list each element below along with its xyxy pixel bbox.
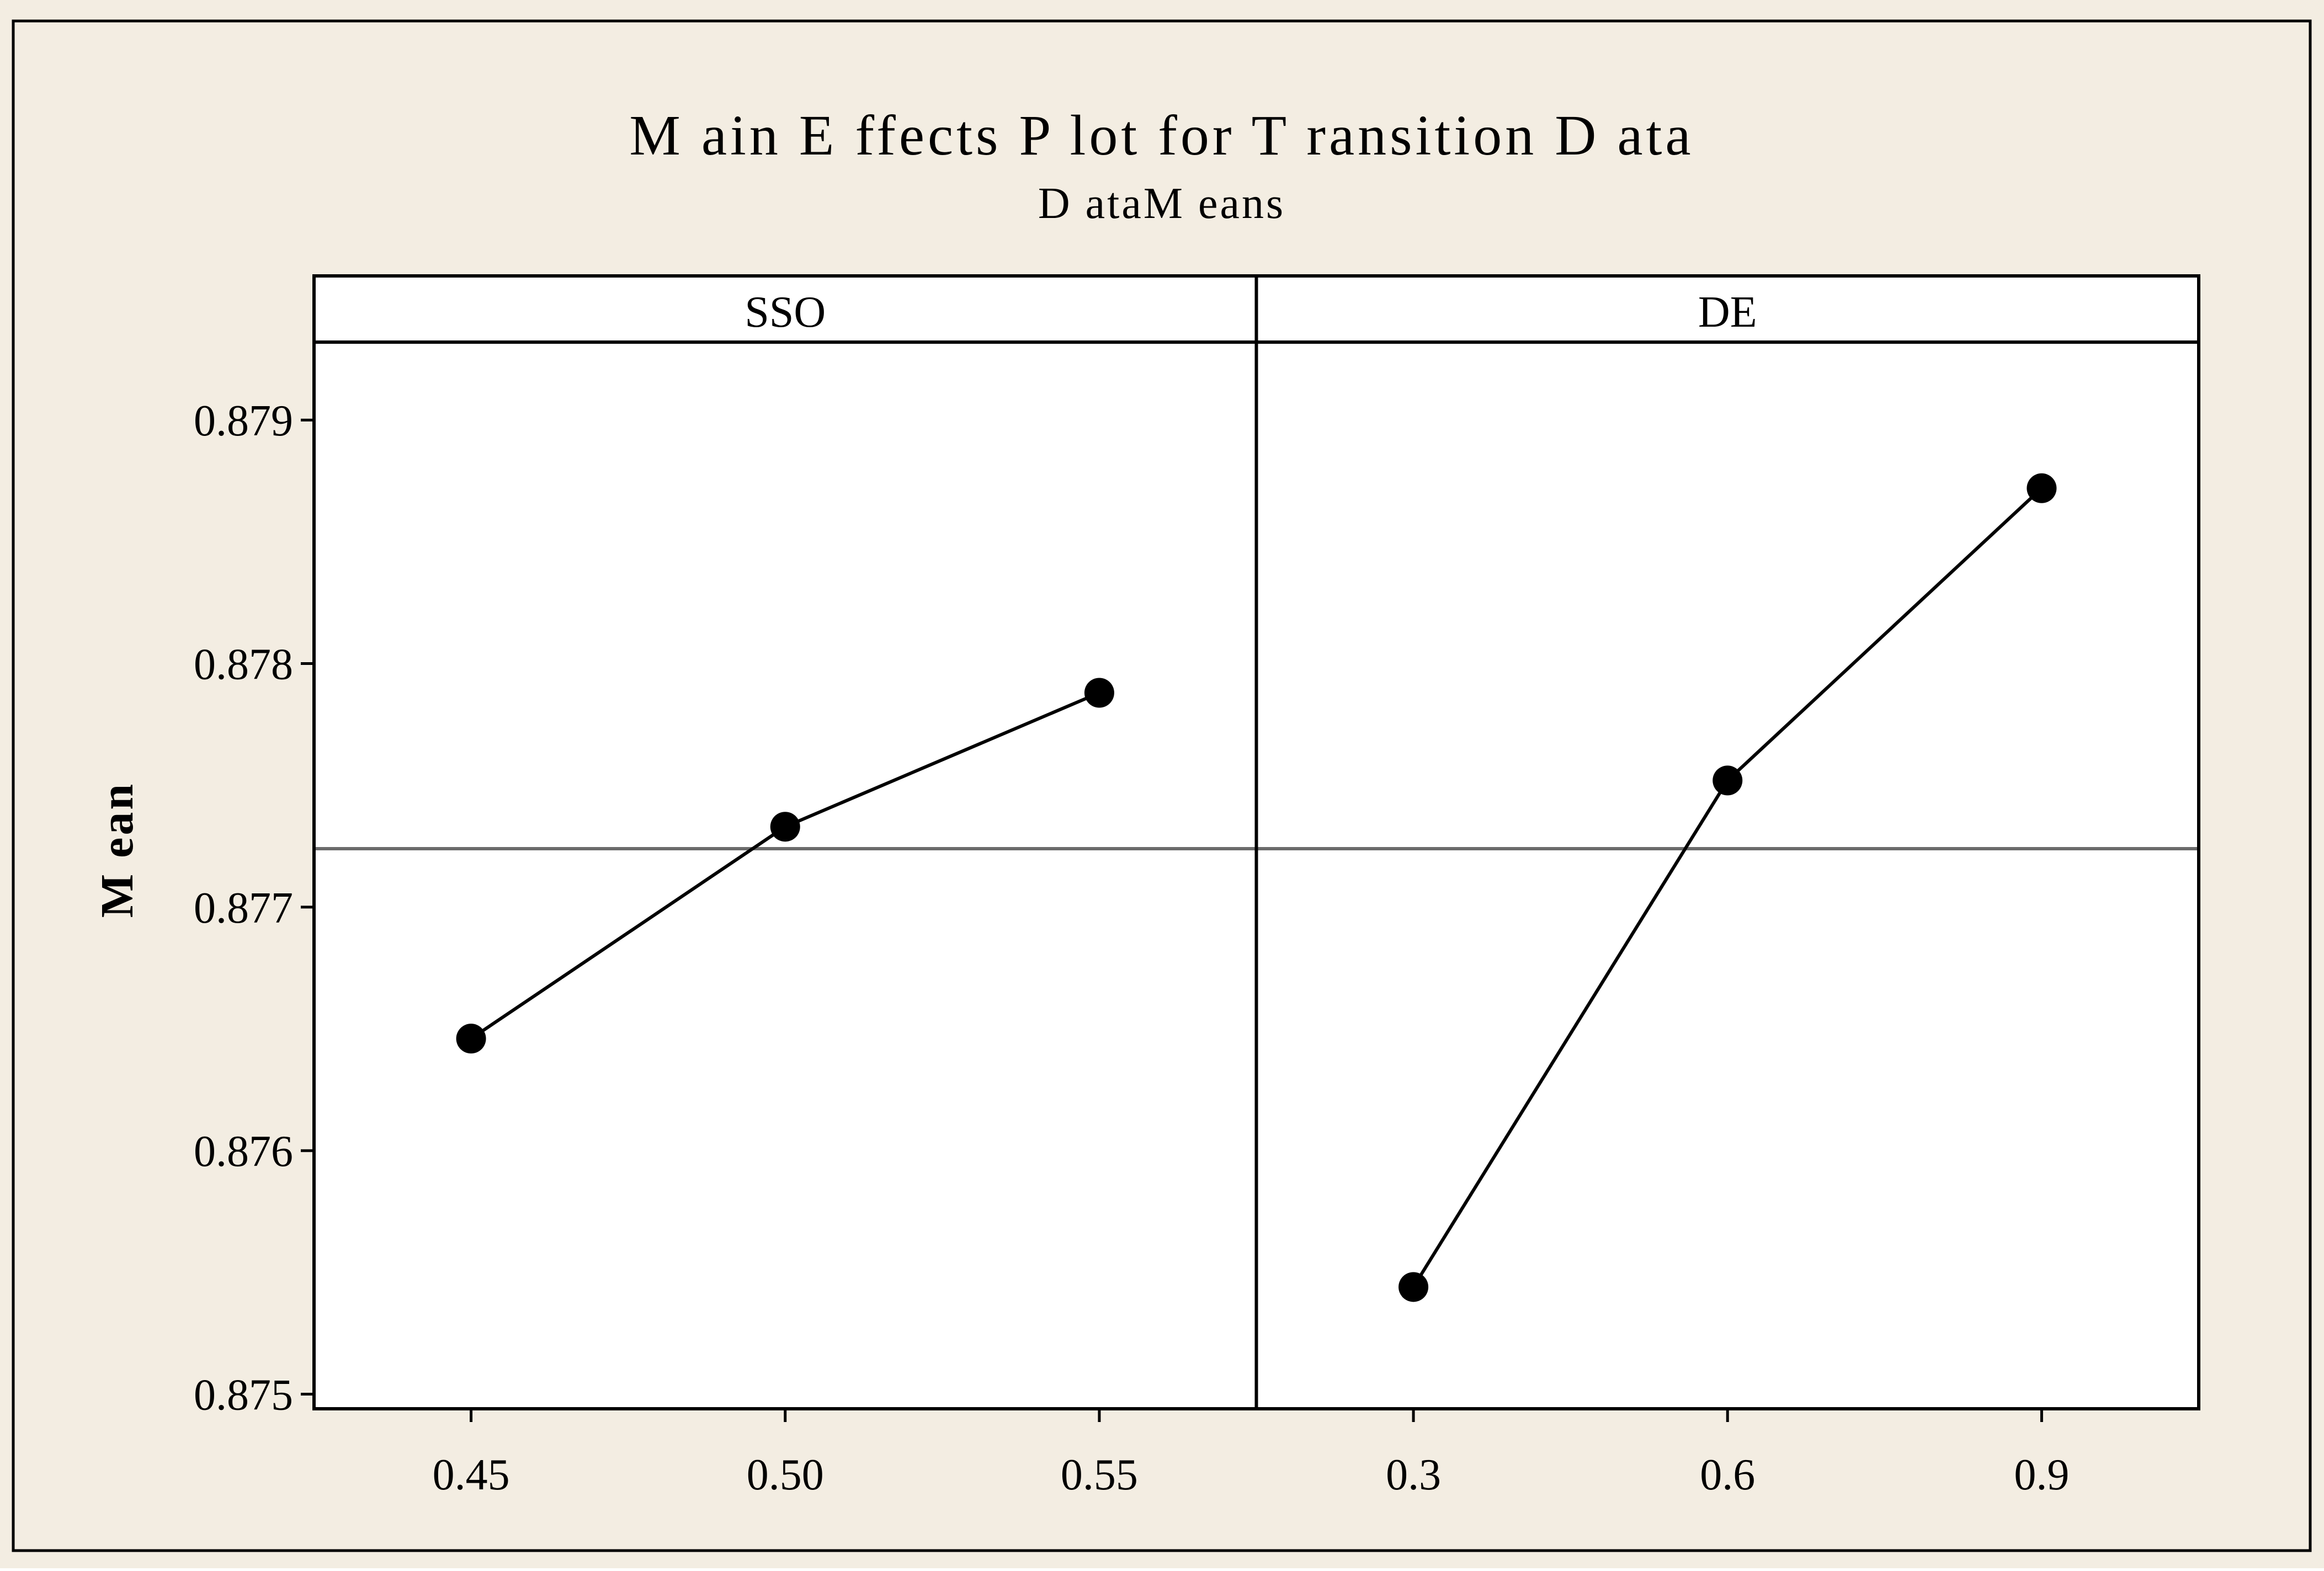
x-tick-label: 0.50	[747, 1451, 824, 1499]
x-tick-label: 0.45	[433, 1451, 510, 1499]
x-tick-label: 0.9	[2014, 1451, 2069, 1499]
y-tick-label: 0.879	[194, 397, 293, 445]
y-tick-label: 0.875	[194, 1371, 293, 1420]
chart-title: M ain E ffects P lot for T ransition D a…	[629, 104, 1694, 167]
x-tick-label: 0.6	[1700, 1451, 1755, 1499]
panel-label-sso: SSO	[744, 288, 826, 337]
plot-layer: SSO 0.45 0.50 0.55 DE 0.3 0.6 0.9 0.875 0.876 0.87…	[194, 274, 2200, 1499]
x-tick-label: 0.3	[1386, 1451, 1441, 1499]
data-point-sso-2	[1084, 678, 1114, 708]
y-axis-label: M ean	[92, 782, 143, 918]
chart-subtitle: D ataM eans	[1038, 179, 1285, 228]
y-tick-label: 0.877	[194, 884, 293, 933]
data-point-de-2	[2027, 473, 2057, 503]
y-tick-label: 0.878	[194, 641, 293, 689]
data-point-de-0	[1398, 1272, 1429, 1302]
data-point-de-1	[1713, 765, 1743, 796]
x-tick-label: 0.55	[1061, 1451, 1138, 1499]
outer-frame	[12, 19, 2312, 1552]
data-point-sso-0	[456, 1024, 486, 1054]
data-point-sso-1	[770, 812, 800, 842]
panel-label-de: DE	[1698, 288, 1757, 337]
y-tick-label: 0.876	[194, 1127, 293, 1176]
